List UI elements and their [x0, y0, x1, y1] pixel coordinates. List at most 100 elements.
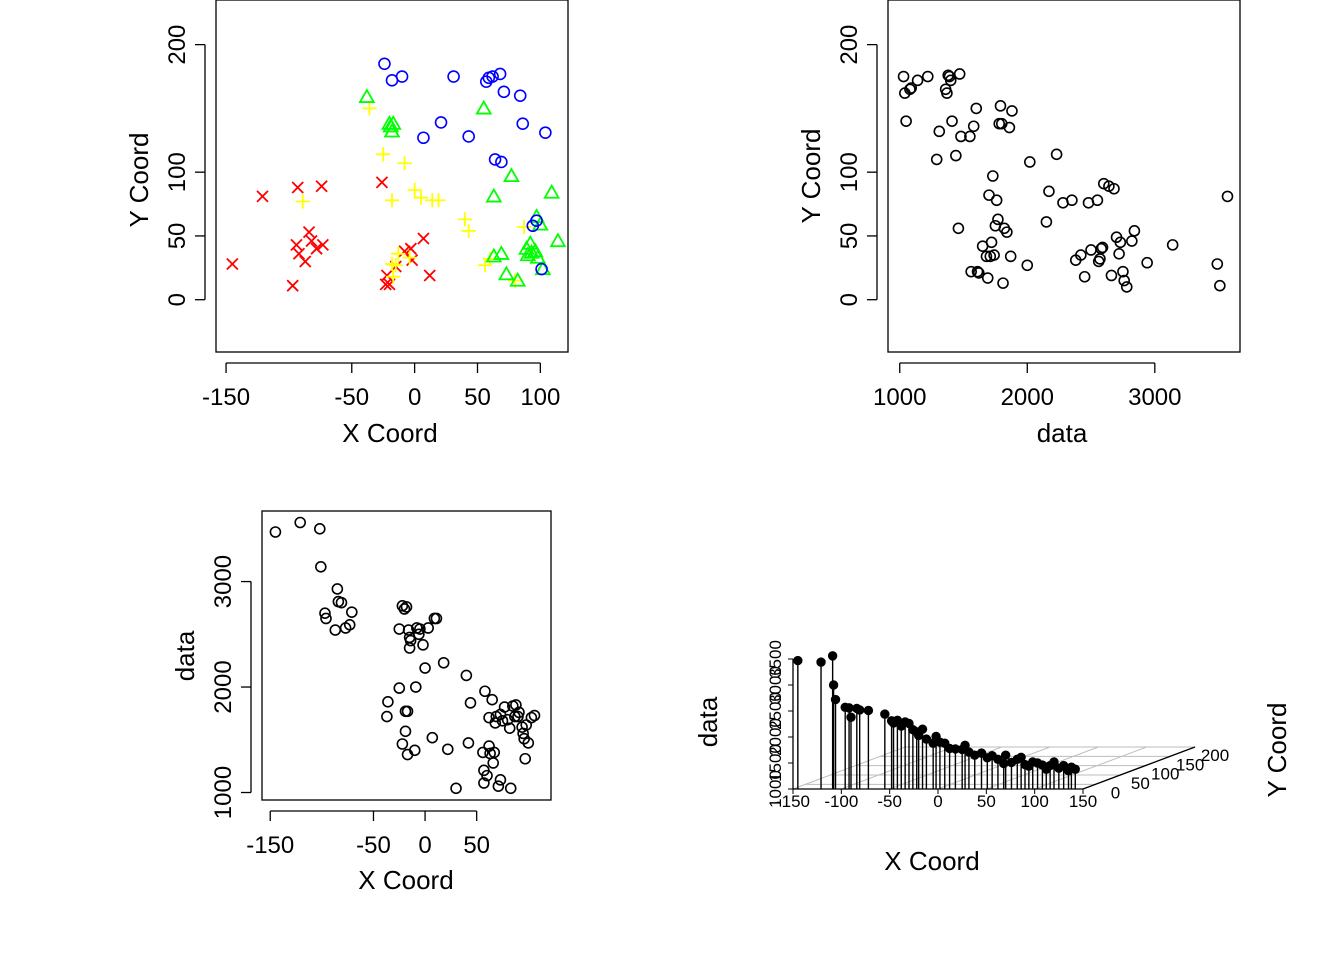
data-point-5	[292, 247, 306, 260]
data-point-45	[1021, 259, 1034, 272]
data-point-61	[494, 774, 507, 786]
data-stems	[793, 651, 1080, 789]
data-point-31	[987, 170, 999, 182]
data-point-75	[1166, 239, 1179, 251]
data-point-21	[423, 269, 436, 282]
data-point-26	[980, 250, 993, 263]
data-point-41	[1016, 752, 1026, 762]
data-point-74	[1141, 256, 1153, 269]
data-point-46	[1024, 156, 1036, 168]
z-axis-label: data	[693, 696, 723, 747]
data-point-35	[431, 193, 446, 208]
data-point-0	[269, 526, 282, 538]
data-point-26	[384, 256, 400, 272]
data-point-0	[226, 257, 239, 271]
plot-frame	[887, 0, 1241, 353]
panel-x-data-scatter: X Coord data -150 -50 0 50 1000 2000 3000	[170, 510, 552, 895]
x-tick-label: 3000	[1128, 384, 1181, 411]
y-axis-label: Y Coord	[124, 133, 154, 228]
data-point-62	[496, 714, 509, 727]
data-point-13	[944, 74, 957, 87]
data-point-0	[793, 655, 803, 666]
data-point-54	[1078, 270, 1091, 283]
data-point-20	[965, 265, 977, 278]
data-point-71	[513, 706, 525, 719]
data-point-42	[1003, 121, 1016, 134]
x-axis-label: X Coord	[358, 865, 453, 895]
data-point-10	[315, 180, 328, 193]
data-point-32	[407, 182, 422, 198]
data-point-21	[399, 725, 412, 738]
data-point-19	[398, 603, 411, 615]
data-point-28	[404, 634, 417, 647]
x-tick-label: -50	[334, 384, 369, 411]
panel-data-y-scatter: data Y Coord 1000 2000 3000 0 50 100 200	[796, 0, 1241, 448]
data-point-4	[319, 607, 331, 620]
data-point-7	[331, 583, 344, 595]
data-point-27	[403, 642, 416, 654]
data-point-33	[413, 190, 429, 205]
y-tick-label: 200	[1201, 746, 1229, 765]
data-point-18	[955, 130, 967, 143]
data-point-5	[911, 74, 924, 87]
data-point-22	[970, 102, 983, 115]
y-tick-label: 150	[1176, 755, 1204, 774]
y-tick-label: 100	[164, 152, 191, 192]
data-point-39	[430, 612, 443, 625]
data-point-24	[376, 147, 391, 162]
data-point-30	[409, 681, 422, 693]
data-point-34	[417, 639, 429, 651]
y-axis-label: Y Coord	[1262, 703, 1292, 798]
y-tick-label: 3000	[210, 555, 237, 608]
data-point-51	[1066, 194, 1078, 207]
data-point-49	[479, 685, 491, 698]
data-point-15	[393, 623, 406, 635]
data-point-11	[343, 619, 356, 631]
data-point-7	[302, 225, 316, 239]
data-point-22	[295, 194, 310, 209]
data-point-77	[1214, 279, 1226, 292]
data-point-69	[510, 699, 522, 711]
data-point-57	[1091, 194, 1104, 207]
y-axis-label: Y Coord	[796, 129, 826, 224]
data-point-41	[441, 743, 454, 756]
data-point-30	[985, 236, 998, 249]
y-axis-line	[1082, 746, 1196, 790]
y-tick-label: 0	[164, 293, 191, 306]
x-tick-label: 2000	[1001, 384, 1054, 411]
data-point-69	[434, 116, 448, 129]
data-point-52	[503, 167, 520, 183]
data-point-42	[450, 782, 462, 795]
data-point-18	[404, 242, 417, 255]
data-point-1	[816, 657, 826, 667]
z-tick-label: 2500	[766, 692, 785, 730]
data-point-37	[994, 100, 1007, 112]
data-point-29	[408, 744, 421, 757]
data-point-2	[313, 523, 326, 535]
x-tick-label: -150	[246, 832, 294, 859]
data-point-80	[516, 117, 530, 131]
data-point-7	[846, 712, 856, 722]
data-point-11	[880, 709, 890, 719]
data-point-36	[457, 212, 473, 227]
data-point-3	[315, 560, 327, 573]
y-tick-label: 100	[1151, 765, 1179, 784]
data-point-44	[382, 117, 400, 133]
data-point-27	[981, 272, 994, 284]
data-point-32	[413, 628, 425, 641]
x-tick-label: 50	[464, 384, 491, 411]
x-tick-label: -150	[202, 384, 250, 411]
x-axis-label: X Coord	[884, 846, 979, 876]
data-point-1	[294, 516, 306, 529]
data-point-61	[531, 215, 549, 231]
data-point-84	[539, 126, 552, 139]
y-tick-label: 200	[164, 25, 191, 65]
data-point-13	[382, 696, 394, 708]
data-point-45	[464, 697, 477, 709]
data-point-30	[397, 156, 412, 171]
data-point-68	[417, 131, 430, 145]
y-tick-label: 200	[836, 25, 863, 65]
data-point-77	[495, 155, 508, 169]
data-point-50	[492, 245, 510, 260]
data-point-6	[921, 70, 934, 83]
